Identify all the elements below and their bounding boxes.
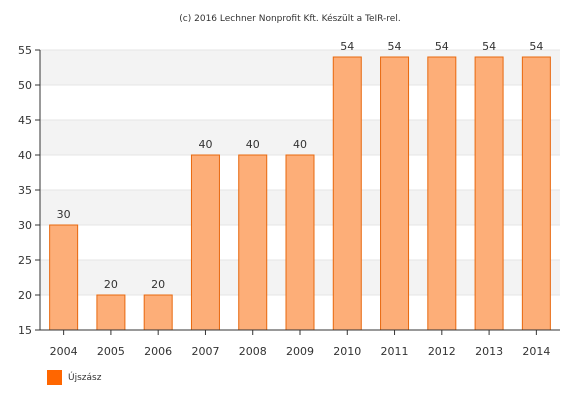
credit-text: (c) 2016 Lechner Nonprofit Kft. Készült …	[179, 14, 401, 24]
x-tick-label: 2012	[428, 345, 456, 358]
y-tick-label: 35	[18, 184, 32, 197]
y-tick-label: 45	[18, 114, 32, 127]
x-tick-label: 2010	[333, 345, 361, 358]
y-tick-label: 25	[18, 254, 32, 267]
bar	[190, 154, 220, 331]
bar	[332, 56, 362, 331]
bar	[521, 56, 551, 331]
y-tick-label: 55	[18, 44, 32, 57]
bar	[238, 154, 268, 331]
bar	[474, 56, 504, 331]
x-tick-label: 2004	[50, 345, 78, 358]
data-label: 40	[246, 138, 260, 151]
legend-label: Újszász	[68, 372, 102, 383]
grid-band	[40, 50, 560, 85]
data-label: 40	[198, 138, 212, 151]
data-label: 54	[388, 40, 402, 53]
x-tick-label: 2013	[475, 345, 503, 358]
x-tick-label: 2009	[286, 345, 314, 358]
bar	[96, 294, 126, 331]
x-tick-label: 2005	[97, 345, 125, 358]
x-tick-label: 2008	[239, 345, 267, 358]
bar	[380, 56, 410, 331]
bar	[49, 224, 79, 331]
x-tick-label: 2006	[144, 345, 172, 358]
x-tick-label: 2007	[191, 345, 219, 358]
bar	[285, 154, 315, 331]
grid-band	[40, 120, 560, 155]
y-tick-label: 20	[18, 289, 32, 302]
y-tick-label: 15	[18, 324, 32, 337]
legend[interactable]: Újszász	[47, 370, 101, 385]
y-tick-label: 50	[18, 79, 32, 92]
x-tick-label: 2011	[381, 345, 409, 358]
data-label: 20	[104, 278, 118, 291]
data-label: 54	[482, 40, 496, 53]
data-label: 20	[151, 278, 165, 291]
y-tick-label: 40	[18, 149, 32, 162]
data-label: 54	[340, 40, 354, 53]
bar	[427, 56, 457, 331]
data-label: 54	[529, 40, 543, 53]
data-label: 30	[57, 208, 71, 221]
bar	[143, 294, 173, 331]
data-label: 54	[435, 40, 449, 53]
legend-swatch	[47, 370, 62, 385]
x-tick-label: 2014	[522, 345, 550, 358]
y-tick-label: 30	[18, 219, 32, 232]
data-label: 40	[293, 138, 307, 151]
